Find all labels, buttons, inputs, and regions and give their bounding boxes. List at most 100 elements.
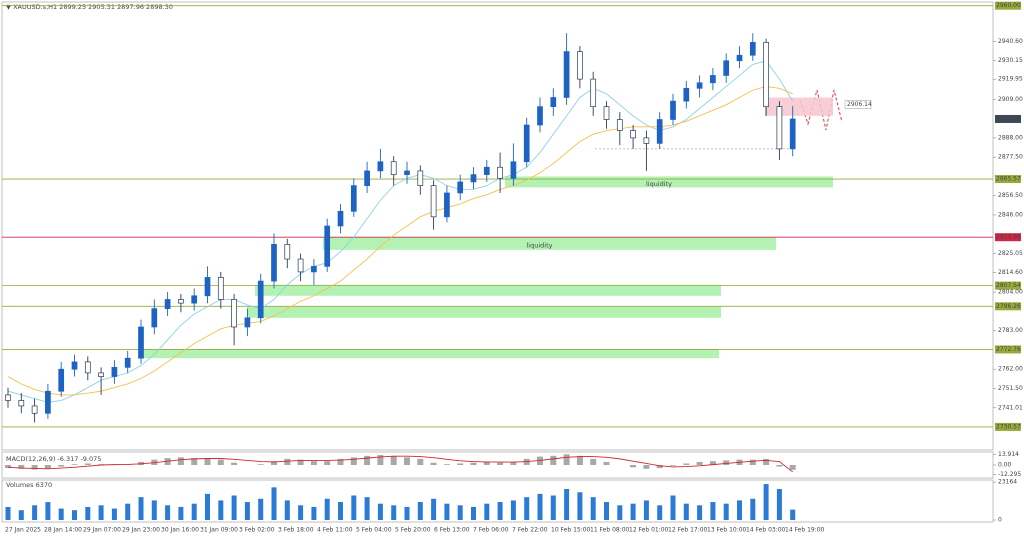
volume-bar [284,500,290,520]
x-tick-label: 27 Jan 2025 [5,527,41,534]
volume-bar [683,503,689,520]
y-tick-label: 2930.15 [998,57,1023,64]
zone [140,349,719,359]
volume-bar [218,500,224,520]
candle-body [364,170,370,186]
volume-bar [737,500,742,520]
volume-bar [364,497,370,520]
volume-bar [497,502,503,520]
candle-body [696,82,703,89]
annotation-box [844,100,872,109]
macd-bar [44,465,51,469]
candle-body [670,100,676,120]
candle-body [417,170,424,186]
macd-bar [630,465,637,468]
y-tick-label: 2909.00 [998,96,1023,103]
volume-bar [763,484,769,520]
candle-body [45,390,51,414]
level-tag [995,281,1021,290]
macd-bar [31,465,38,470]
macd-bar [590,458,597,465]
candle-body [71,361,78,370]
x-tick-label: 29 Jan 07:00 [83,527,121,534]
candle-body [776,106,783,150]
volume-bar [670,495,676,520]
macd-bar [510,461,517,465]
volume-bar [564,488,570,520]
candle-body [164,299,171,309]
candle-body [5,394,11,401]
macd-bar [5,465,11,469]
zone [765,97,833,116]
macd-bar [670,465,676,466]
zone [247,306,721,318]
x-tick-label: 13 Feb 10:00 [707,527,747,534]
candle-body [257,280,264,319]
level-label: 2833.90 [996,234,1021,241]
candle-body [244,317,251,328]
candle-body [124,357,131,368]
y-tick-label: 2804.00 [998,289,1023,296]
macd-bar [749,459,756,465]
candle-body [284,244,291,260]
volume-bar [85,506,91,520]
volume-bar [457,505,463,520]
current-price-tag [995,114,1021,123]
level-label: 2730.57 [996,423,1021,430]
candle-body [191,295,198,304]
y-tick-label: 2751.50 [998,385,1023,392]
candle-body [98,372,104,377]
candle-body [590,78,597,108]
volume-bar [577,492,583,520]
volume-bar [537,493,543,520]
candle-body [616,119,623,131]
candle-body [217,277,224,300]
candle-body [457,181,464,194]
volume-title: Volumes 6370 [6,481,52,489]
candle-body [710,75,716,84]
annotation-label: 2906.14 [847,101,872,108]
macd-bar [377,455,384,465]
x-tick-label: 6 Feb 13:00 [434,527,470,534]
candle-body [444,192,450,218]
volume-bar [72,510,77,520]
candle-body [603,106,610,120]
macd-bar [350,457,357,465]
volume-bar [617,505,623,520]
volume-bar [298,505,304,520]
volume-bar [178,506,184,520]
macd-bar [191,458,198,465]
y-tick-label: 23164 [998,479,1017,486]
candle-body [58,368,65,392]
y-tick-label: 2877.50 [998,154,1023,161]
candle-body [656,119,663,144]
candle-body [390,161,397,175]
candle-body [577,51,583,80]
x-tick-label: 12 Feb 01:00 [629,527,669,534]
volume-bar [750,498,756,520]
macd-bar [723,460,730,465]
volume-bar [138,497,144,520]
volume-bar [205,493,210,520]
volume-bar [98,505,104,520]
x-tick-label: 5 Feb 04:00 [356,527,392,534]
y-tick-label: 13.914 [998,451,1019,458]
volume-bar [391,505,397,520]
y-tick-label: 0.00 [998,462,1012,469]
volume-bar [191,503,197,520]
x-tick-label: 3 Feb 18:00 [278,527,314,534]
zone-label: liquidity [646,180,672,188]
candle-body [204,277,211,297]
macd-bar [71,464,78,465]
macd-bar [84,463,91,465]
macd-bar [576,455,583,465]
macd-bar [763,458,770,465]
y-tick-label: 2888.00 [998,134,1023,141]
volume-bar [484,503,490,520]
volume-bar [58,508,64,520]
y-tick-label: 2814.60 [998,269,1023,276]
volume-bar [5,506,11,520]
volume-bar [550,495,556,520]
y-tick-label: 2741.01 [998,404,1023,411]
